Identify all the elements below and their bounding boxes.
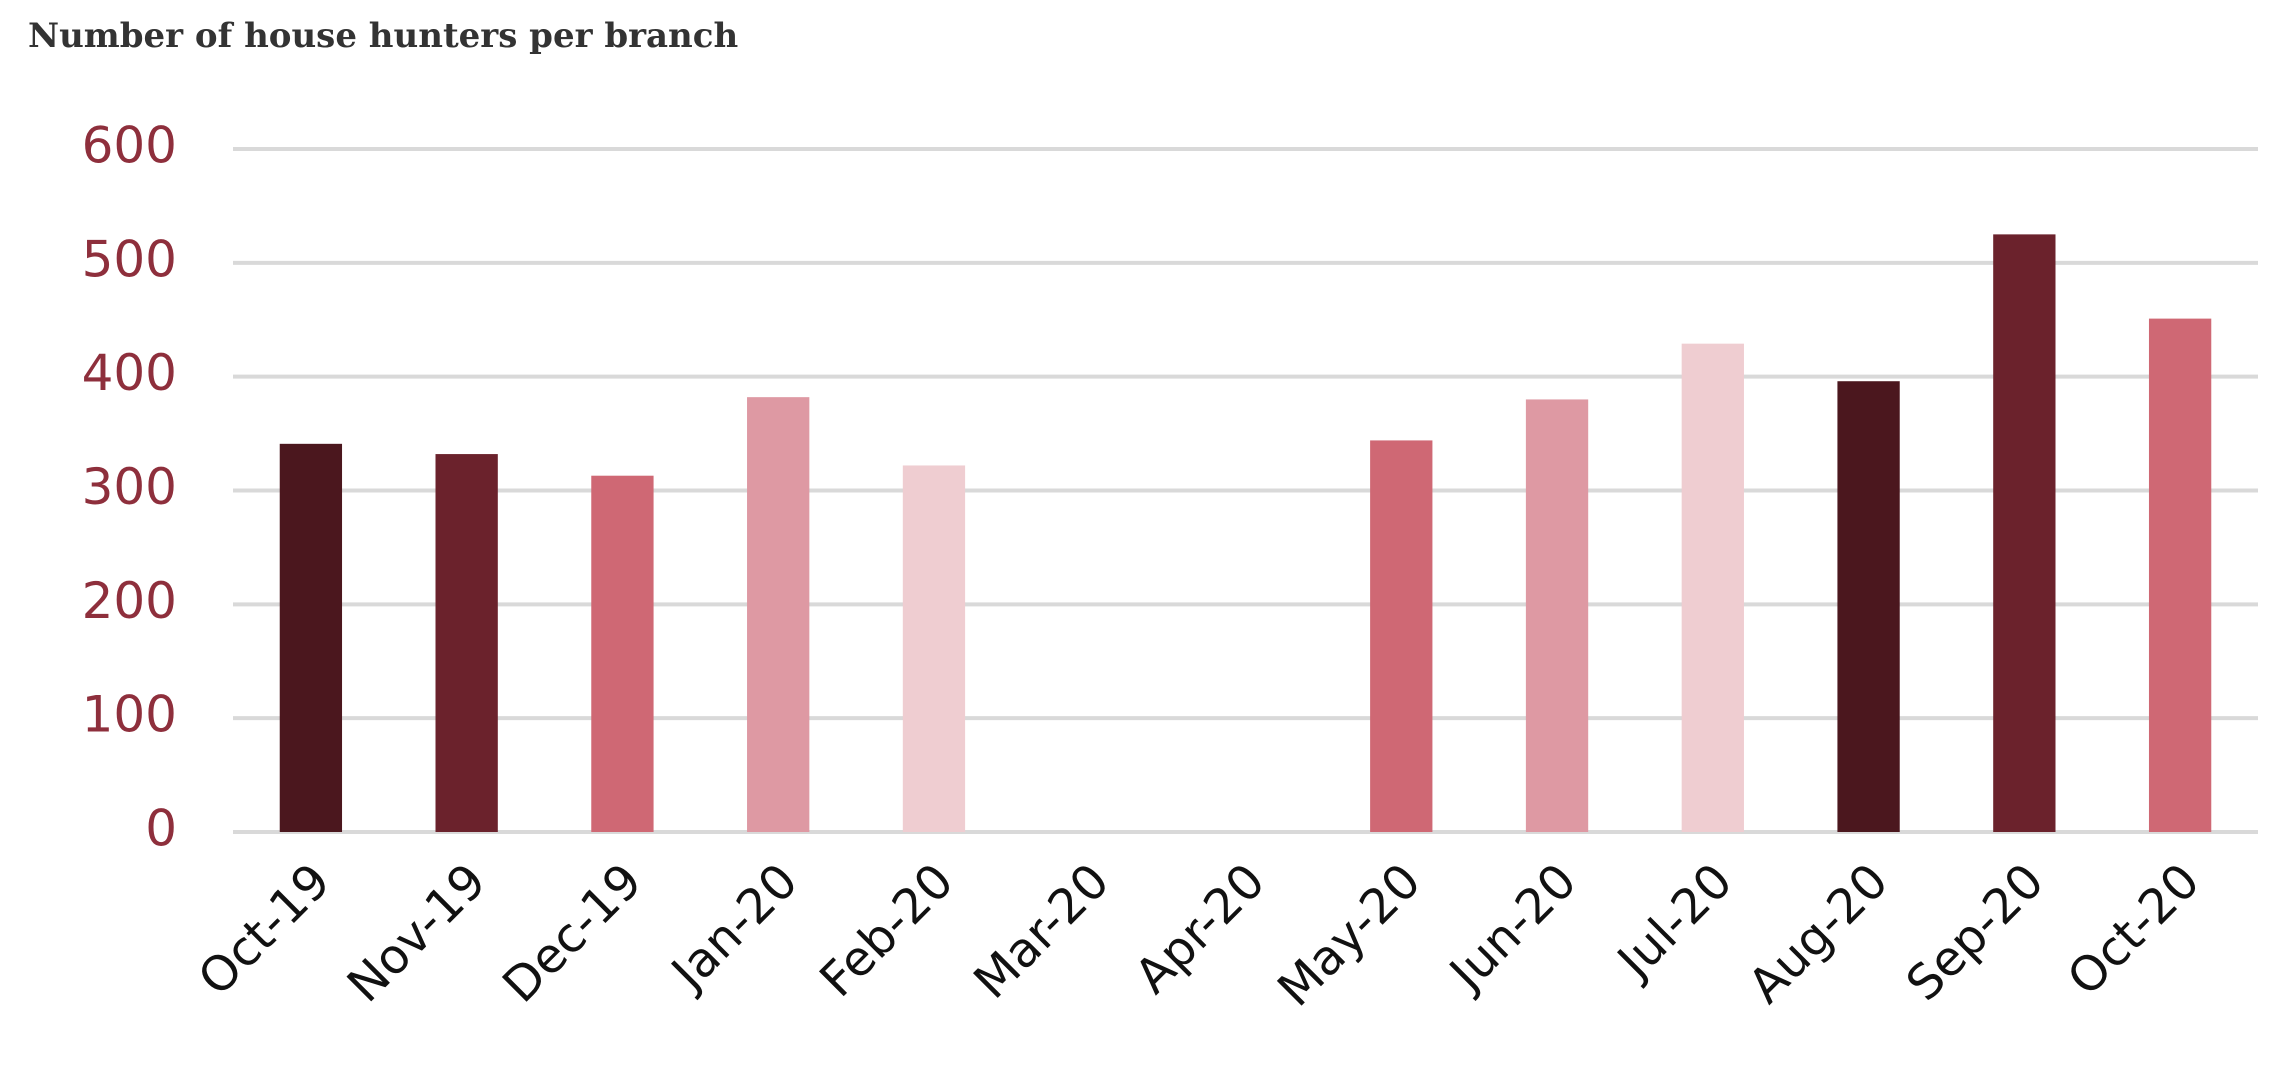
chart-title: Number of house hunters per branch [28,16,738,56]
x-tick-label: Sep-20 [1896,853,2055,1012]
x-tick-label: Dec-19 [492,853,653,1014]
x-tick-label: Mar-20 [963,853,1120,1010]
y-tick-label: 400 [82,344,177,402]
bar [591,475,654,832]
x-tick-label: Oct-20 [2057,853,2211,1007]
x-tick-label: Feb-20 [809,853,964,1008]
y-tick-label: 300 [82,458,177,516]
x-tick-label: Jun-20 [1437,853,1587,1003]
bar [1681,343,1744,832]
x-tick-label: May-20 [1267,853,1432,1018]
bar [902,465,966,832]
x-tick-label: Nov-19 [337,853,497,1013]
bar [1370,440,1433,832]
bar [1993,234,2056,832]
bar [279,443,343,832]
bar [747,397,810,832]
x-tick-label: Aug-20 [1738,853,1899,1014]
x-tick-label: Jan-20 [659,853,808,1002]
bar [2148,318,2212,832]
bar [1525,399,1589,832]
y-tick-label: 500 [82,230,177,288]
y-tick-label: 0 [145,800,177,858]
x-tick-label: Apr-20 [1124,853,1276,1005]
x-tick-label: Oct-19 [188,853,342,1007]
y-tick-label: 200 [82,572,177,630]
y-tick-label: 600 [82,117,177,175]
bar [435,454,498,832]
x-tick-label: Jul-20 [1605,853,1743,991]
bar [1837,381,1900,832]
y-tick-label: 100 [82,686,177,744]
